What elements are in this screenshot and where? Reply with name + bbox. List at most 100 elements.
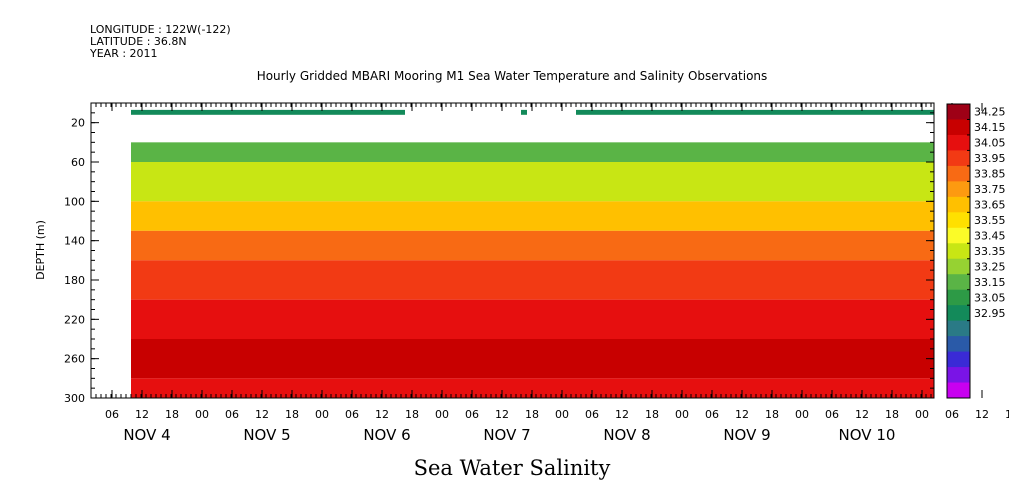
y-tick-label: 260	[64, 353, 85, 366]
x-hour-tick-label: 00	[675, 408, 689, 421]
colorbar-label: 33.95	[974, 152, 1006, 165]
x-hour-tick-label: 12	[855, 408, 869, 421]
depth-band-6	[131, 339, 934, 379]
depth-band-0	[131, 142, 934, 162]
x-hour-tick-label: 00	[315, 408, 329, 421]
colorbar-label: 34.15	[974, 121, 1006, 134]
surface-segment-0	[131, 109, 405, 115]
variable-title: Sea Water Salinity	[414, 456, 611, 480]
colorbar-label: 33.15	[974, 276, 1006, 289]
year-label: YEAR : 2011	[90, 47, 158, 60]
x-hour-tick-label: 12	[615, 408, 629, 421]
colorbar-label: 33.85	[974, 168, 1006, 181]
y-tick-label: 20	[71, 117, 85, 130]
colorbar-label: 33.75	[974, 183, 1006, 196]
x-hour-tick-label: 00	[195, 408, 209, 421]
x-hour-tick-label: 18	[405, 408, 419, 421]
x-hour-tick-label: 12	[735, 408, 749, 421]
colorbar-swatch	[947, 119, 970, 136]
x-date-label: NOV 9	[723, 426, 770, 444]
colorbar-label: 34.25	[974, 106, 1006, 119]
x-hour-tick-label: 18	[1005, 408, 1009, 421]
colorbar-label: 33.65	[974, 199, 1006, 212]
x-hour-tick-label: 18	[525, 408, 539, 421]
surface-sensor-band	[131, 109, 934, 115]
colorbar-label: 32.95	[974, 307, 1006, 320]
x-hour-tick-label: 00	[435, 408, 449, 421]
depth-bands	[131, 142, 934, 398]
depth-band-5	[131, 299, 934, 339]
x-hour-tick-label: 06	[105, 408, 119, 421]
colorbar-label: 33.35	[974, 245, 1006, 258]
x-hour-tick-label: 00	[915, 408, 929, 421]
x-date-label: NOV 8	[603, 426, 650, 444]
x-hour-tick-label: 18	[765, 408, 779, 421]
colorbar-swatch	[947, 150, 970, 167]
depth-band-3	[131, 230, 934, 261]
x-date-label: NOV 10	[839, 426, 896, 444]
colorbar-swatch	[947, 274, 970, 291]
colorbar-swatch	[947, 243, 970, 260]
x-hour-tick-label: 12	[135, 408, 149, 421]
colorbar-swatch	[947, 320, 970, 337]
x-axis: 06 12 18 00 06 12 18 00 06 12 18 00 06 12 18 00 06 12 18 00…	[90, 103, 1009, 444]
colorbar-label: 33.55	[974, 214, 1006, 227]
colorbar-swatch	[947, 181, 970, 198]
x-hour-tick-label: 06	[945, 408, 959, 421]
x-hour-tick-label: 00	[555, 408, 569, 421]
y-axis: 20 60 100 140 180 220 260 300	[64, 112, 934, 405]
x-hour-tick-label: 18	[885, 408, 899, 421]
depth-band-4	[131, 260, 934, 300]
x-hour-tick-label: 18	[165, 408, 179, 421]
y-axis-label: DEPTH (m)	[34, 220, 47, 280]
plot-area	[91, 103, 934, 398]
x-hour-tick-label: 12	[255, 408, 269, 421]
colorbar-swatch	[947, 382, 970, 399]
colorbar-label: 33.05	[974, 291, 1006, 304]
colorbar-swatch	[947, 104, 970, 120]
x-hour-tick-label: 06	[225, 408, 239, 421]
y-tick-label: 100	[64, 195, 85, 208]
x-hour-tick-label: 06	[705, 408, 719, 421]
x-date-label: NOV 5	[243, 426, 290, 444]
colorbar-label: 33.25	[974, 260, 1006, 273]
x-date-label: NOV 4	[123, 426, 170, 444]
colorbar-swatch	[947, 165, 970, 182]
chart-title: Hourly Gridded MBARI Mooring M1 Sea Wate…	[257, 69, 768, 83]
colorbar-label: 33.45	[974, 230, 1006, 243]
colorbar: 34.25 34.15 34.05 33.95 33.85 33.75 33.65 33.55…	[946, 103, 1006, 399]
longitude-label: LONGITUDE : 122W(-122)	[90, 23, 231, 36]
y-tick-label: 220	[64, 313, 85, 326]
y-tick-label: 300	[64, 392, 85, 405]
depth-band-7	[131, 378, 934, 398]
y-tick-label: 140	[64, 235, 85, 248]
y-tick-label: 60	[71, 156, 85, 169]
x-hour-tick-label: 06	[585, 408, 599, 421]
colorbar-swatch	[947, 367, 970, 384]
latitude-label: LATITUDE : 36.8N	[90, 35, 187, 48]
colorbar-swatch	[947, 134, 970, 151]
surface-segment-1	[521, 109, 527, 115]
x-hour-tick-label: 18	[645, 408, 659, 421]
colorbar-swatch	[947, 351, 970, 368]
colorbar-swatch	[947, 196, 970, 213]
surface-segment-2	[576, 109, 934, 115]
x-hour-tick-label: 06	[465, 408, 479, 421]
y-tick-label: 180	[64, 274, 85, 287]
colorbar-label: 34.05	[974, 137, 1006, 150]
colorbar-swatch	[947, 289, 970, 306]
x-date-label: NOV 7	[483, 426, 530, 444]
x-date-label: NOV 6	[363, 426, 410, 444]
x-hour-tick-label: 12	[375, 408, 389, 421]
x-hour-tick-label: 12	[495, 408, 509, 421]
x-hour-tick-label: 06	[825, 408, 839, 421]
x-hour-tick-label: 00	[795, 408, 809, 421]
colorbar-swatch	[947, 212, 970, 229]
depth-band-1	[131, 162, 934, 202]
colorbar-swatch	[947, 336, 970, 353]
colorbar-swatch	[947, 258, 970, 275]
colorbar-swatch	[947, 305, 970, 322]
x-hour-tick-label: 18	[285, 408, 299, 421]
colorbar-swatch	[947, 227, 970, 244]
